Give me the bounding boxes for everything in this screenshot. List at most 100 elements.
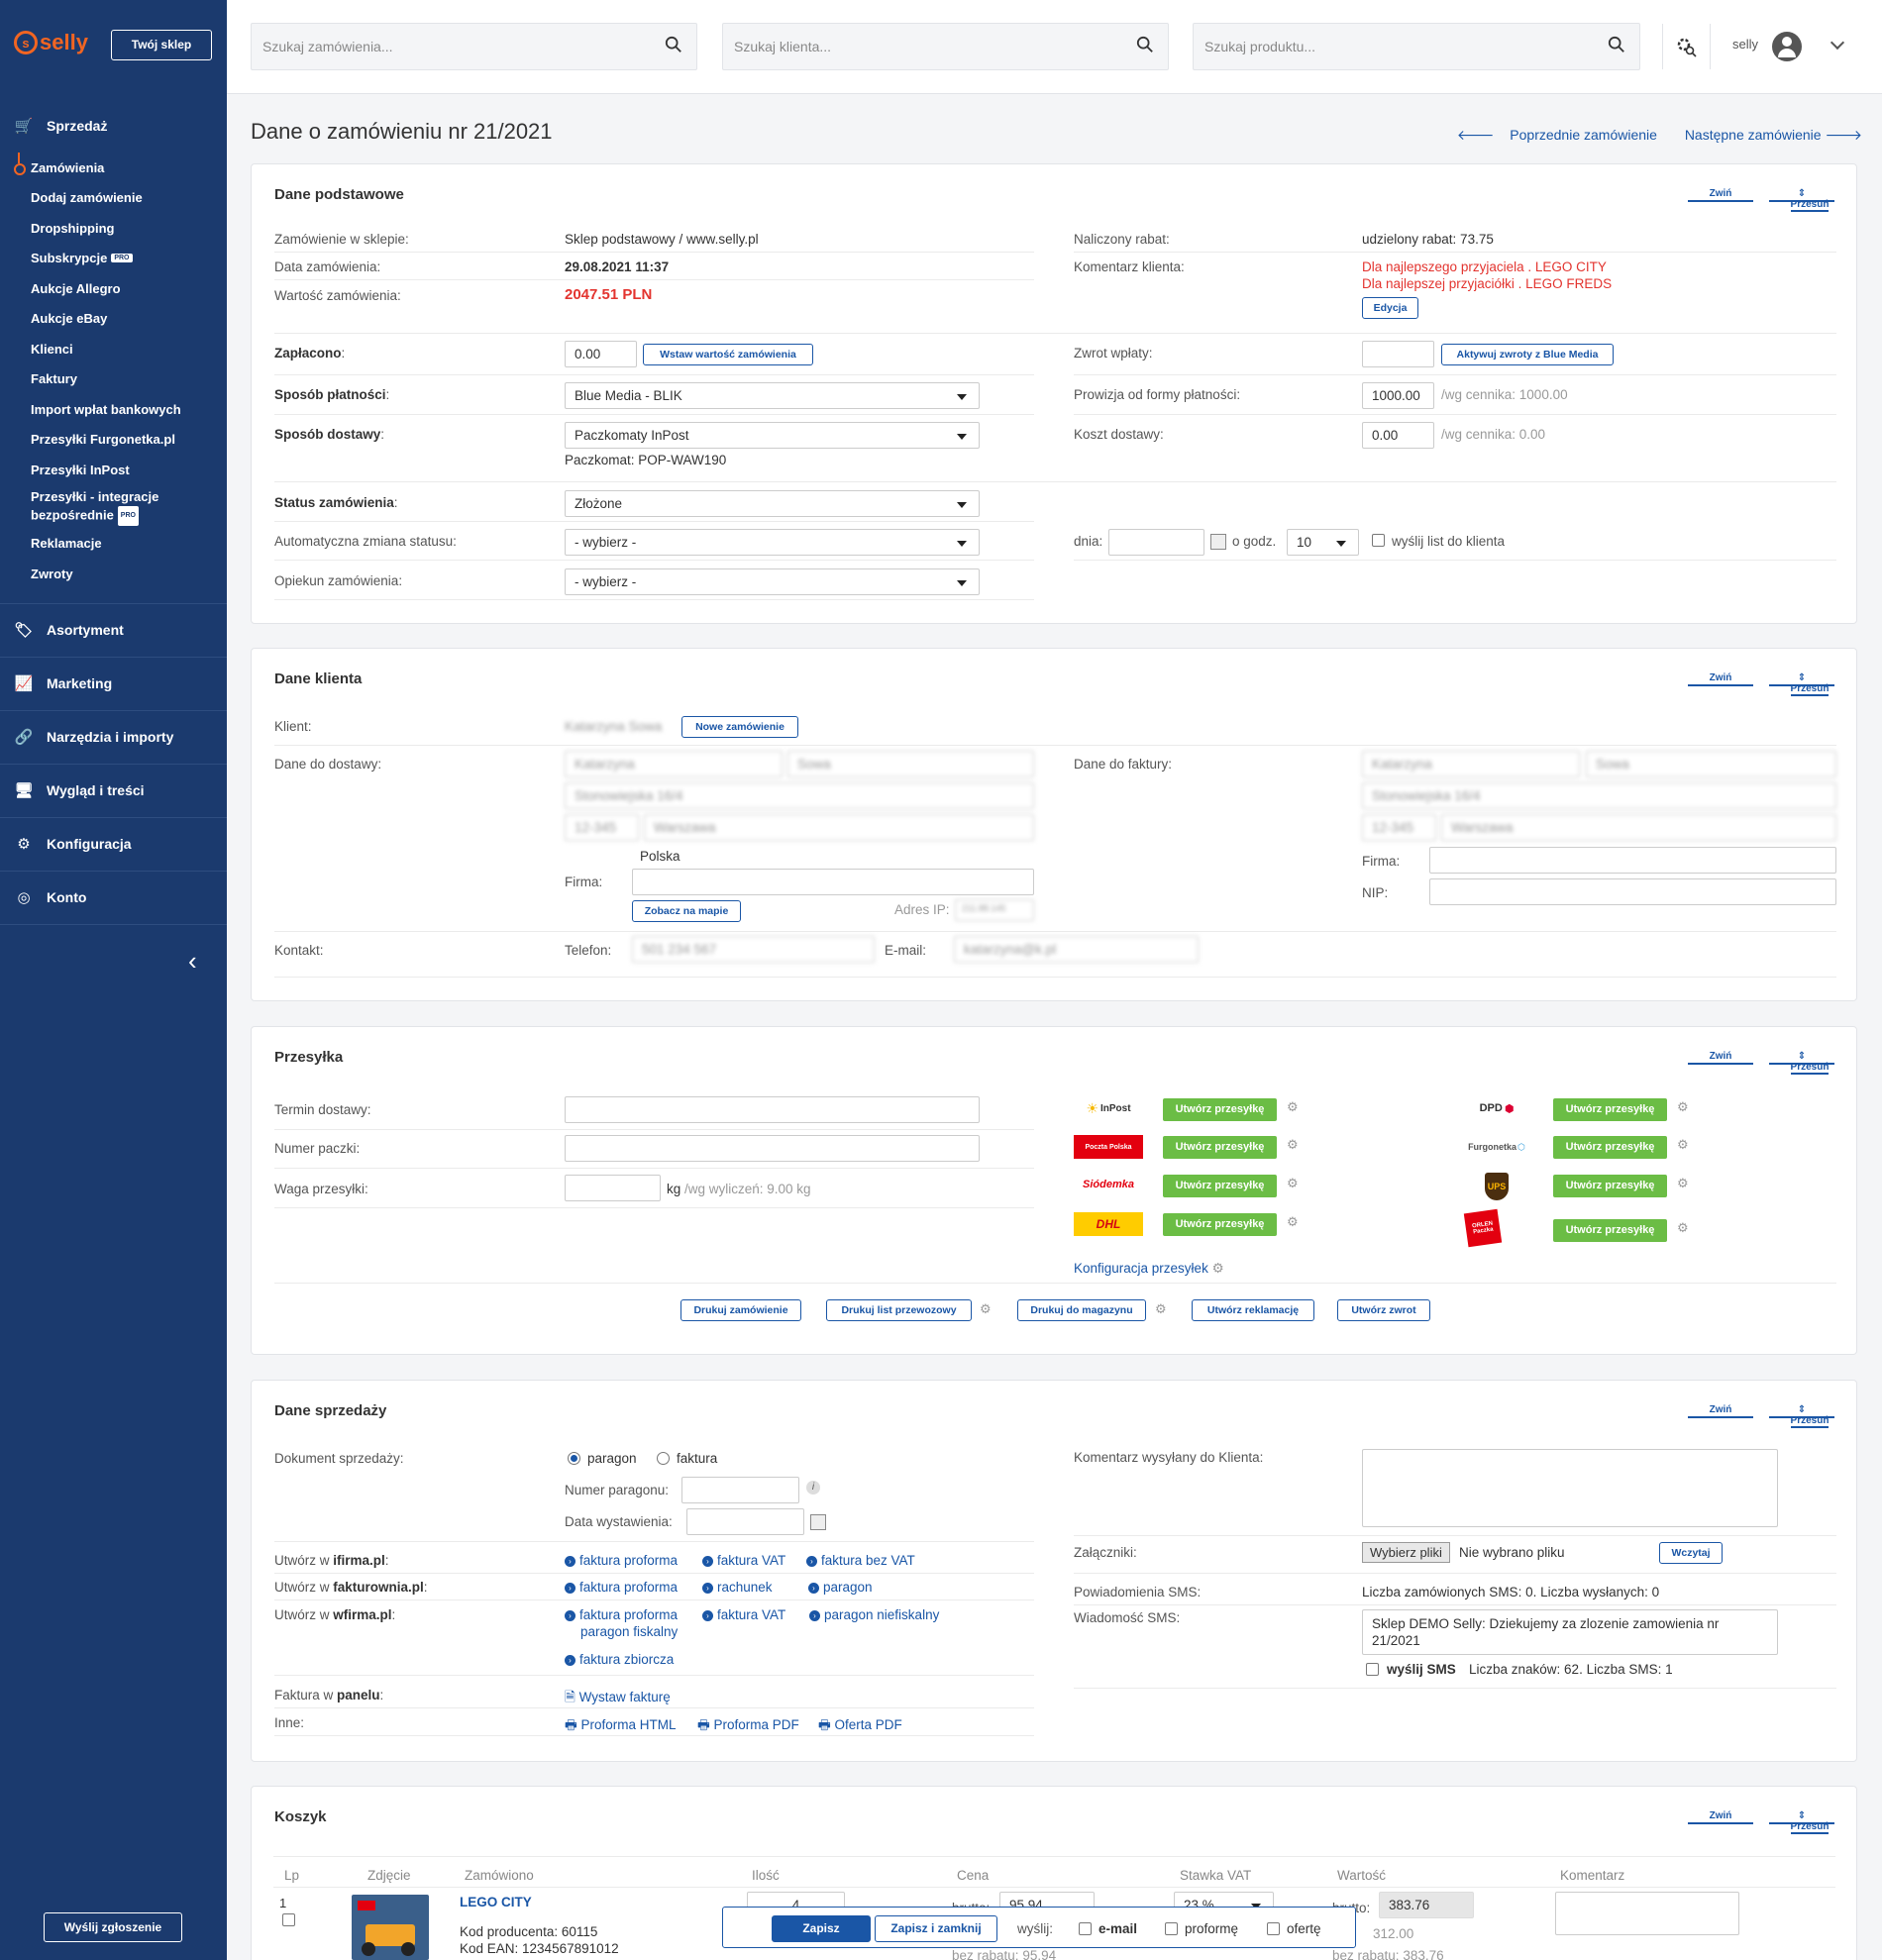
collapse-sidebar-icon[interactable]: ‹	[188, 946, 197, 976]
proforma-pdf-link[interactable]: 🖶 Proforma PDF	[697, 1717, 799, 1732]
send-offer-checkbox[interactable]	[1267, 1922, 1280, 1935]
collapse-button[interactable]: Zwiń	[1688, 671, 1753, 686]
search-icon[interactable]	[665, 36, 682, 53]
ifirma-novat-link[interactable]: › faktura bez VAT	[806, 1553, 915, 1568]
next-order-link[interactable]: Następne zamówienie 🡒	[1684, 127, 1862, 143]
day-input[interactable]	[1108, 529, 1204, 556]
parcel-number-input[interactable]	[565, 1135, 980, 1162]
nav-item-furgonetka[interactable]: Przesyłki Furgonetka.pl	[31, 432, 175, 448]
move-button[interactable]: ⇕ Przesuń	[1769, 1402, 1834, 1428]
issue-date-input[interactable]	[686, 1508, 804, 1535]
nav-item-inpost[interactable]: Przesyłki InPost	[31, 462, 130, 477]
gear-icon[interactable]: ⚙	[980, 1301, 992, 1316]
create-shipment-dpd[interactable]: Utwórz przesyłkę	[1553, 1098, 1667, 1121]
nav-item-allegro[interactable]: Aukcje Allegro	[31, 280, 121, 296]
issue-invoice-link[interactable]: 🗎 Wystaw fakturę	[565, 1690, 671, 1704]
send-email-checkbox[interactable]	[1079, 1922, 1092, 1935]
info-icon[interactable]: i	[806, 1481, 820, 1495]
search-client-input[interactable]: Szukaj klienta...	[722, 23, 1169, 70]
delivery-cost-input[interactable]: 0.00	[1362, 422, 1434, 449]
shipping-street[interactable]: Stonowiejska 16/4	[565, 782, 1034, 809]
collapse-button[interactable]: Zwiń	[1688, 1049, 1753, 1065]
gear-icon[interactable]: ⚙	[1287, 1176, 1299, 1190]
gear-icon[interactable]: ⚙	[1287, 1099, 1299, 1114]
new-order-button[interactable]: Nowe zamówienie	[681, 716, 798, 738]
move-button[interactable]: ⇕ Przesuń	[1769, 186, 1834, 212]
chevron-down-icon[interactable]	[1830, 35, 1845, 51]
commission-input[interactable]: 1000.00	[1362, 382, 1434, 409]
move-button[interactable]: ⇕ Przesuń	[1769, 1808, 1834, 1834]
move-button[interactable]: ⇕ Przesuń	[1769, 671, 1834, 696]
product-name-link[interactable]: LEGO CITY	[460, 1895, 532, 1909]
invoice-company[interactable]	[1429, 847, 1836, 874]
guardian-select[interactable]: - wybierz -	[565, 568, 980, 595]
choose-files-button[interactable]: Wybierz pliki	[1362, 1542, 1450, 1563]
gear-icon[interactable]: ⚙	[1677, 1176, 1689, 1190]
nav-item-invoices[interactable]: Faktury	[31, 371, 77, 387]
gear-icon[interactable]: ⚙	[1677, 1220, 1689, 1235]
nav-section-appearance[interactable]: 🖥 Wygląd i treści	[0, 765, 227, 818]
wfirma-vat-link[interactable]: › faktura VAT	[702, 1607, 785, 1622]
receipt-radio[interactable]	[568, 1452, 580, 1465]
print-warehouse-button[interactable]: Drukuj do magazynu	[1017, 1299, 1146, 1321]
refund-input[interactable]	[1362, 341, 1434, 367]
calendar-icon[interactable]	[810, 1514, 826, 1530]
ifirma-vat-link[interactable]: › faktura VAT	[702, 1553, 785, 1568]
nav-section-marketing[interactable]: 📈 Marketing	[0, 658, 227, 711]
email-input[interactable]: katarzyna@k.pl	[954, 936, 1199, 963]
receipt-number-input[interactable]	[681, 1477, 799, 1503]
avatar[interactable]	[1772, 32, 1802, 61]
collapse-button[interactable]: Zwiń	[1688, 1808, 1753, 1824]
shipping-city[interactable]: Warszawa	[644, 814, 1034, 841]
invoice-city[interactable]: Warszawa	[1441, 814, 1836, 841]
delivery-term-input[interactable]	[565, 1096, 980, 1123]
nav-item-orders[interactable]: Zamówienia	[0, 153, 227, 183]
activate-refunds-button[interactable]: Aktywuj zwroty z Blue Media	[1441, 344, 1614, 365]
nav-item-direct-integrations[interactable]: Przesyłki - integracje bezpośrednie PRO	[0, 485, 227, 529]
gear-icon[interactable]: ⚙	[1677, 1137, 1689, 1152]
nav-item-subscriptions[interactable]: Subskrypcje PRO	[0, 244, 227, 274]
paid-input[interactable]: 0.00	[565, 341, 637, 367]
ifirma-proforma-link[interactable]: › faktura proforma	[565, 1553, 678, 1568]
print-order-button[interactable]: Drukuj zamówienie	[680, 1299, 801, 1321]
hour-select[interactable]: 10	[1287, 529, 1359, 556]
collapse-button[interactable]: Zwiń	[1688, 186, 1753, 202]
create-shipment-inpost[interactable]: Utwórz przesyłkę	[1163, 1098, 1277, 1121]
print-waybill-button[interactable]: Drukuj list przewozowy	[826, 1299, 972, 1321]
insert-value-button[interactable]: Wstaw wartość zamówienia	[643, 344, 813, 365]
shipment-config-link[interactable]: Konfiguracja przesyłek ⚙	[1074, 1261, 1224, 1276]
gear-icon[interactable]: ⚙	[1677, 1099, 1689, 1114]
create-return-button[interactable]: Utwórz zwrot	[1337, 1299, 1430, 1321]
gear-icon[interactable]: ⚙	[1155, 1301, 1167, 1316]
create-complaint-button[interactable]: Utwórz reklamację	[1192, 1299, 1314, 1321]
nav-item-clients[interactable]: Klienci	[31, 341, 73, 357]
save-button[interactable]: Zapisz	[772, 1915, 871, 1942]
send-letter-checkbox[interactable]	[1372, 534, 1385, 547]
sms-message-textarea[interactable]: Sklep DEMO Selly: Dziekujemy za zlozenie…	[1362, 1609, 1778, 1655]
search-icon[interactable]	[1136, 36, 1154, 53]
nav-item-add-order[interactable]: Dodaj zamówienie	[31, 190, 143, 206]
search-orders-input[interactable]: Szukaj zamówienia...	[251, 23, 697, 70]
calendar-icon[interactable]	[1210, 534, 1226, 550]
nav-section-account[interactable]: ◎ Konto	[0, 872, 227, 925]
user-name[interactable]: selly	[1732, 37, 1759, 52]
your-shop-button[interactable]: Twój sklep	[111, 30, 212, 60]
create-shipment-dhl[interactable]: Utwórz przesyłkę	[1163, 1213, 1277, 1236]
wfirma-fiscal-link[interactable]: paragon fiskalny	[580, 1624, 679, 1639]
payment-select[interactable]: Blue Media - BLIK	[565, 382, 980, 409]
invoice-zip[interactable]: 12-345	[1362, 814, 1436, 841]
client-name[interactable]: Katarzyna Sowa	[565, 719, 663, 734]
settings-search-icon[interactable]	[1675, 36, 1697, 57]
invoice-street[interactable]: Stonowiejska 16/4	[1362, 782, 1836, 809]
save-close-button[interactable]: Zapisz i zamknij	[875, 1915, 997, 1942]
send-sms-checkbox[interactable]	[1366, 1663, 1379, 1676]
status-select[interactable]: Złożone	[565, 490, 980, 517]
row-comment-textarea[interactable]	[1555, 1892, 1739, 1935]
wfirma-collective-link[interactable]: › faktura zbiorcza	[565, 1652, 674, 1667]
nip-input[interactable]	[1429, 878, 1836, 905]
product-photo[interactable]	[352, 1895, 429, 1960]
nav-section-assortment[interactable]: 🏷 Asortyment	[0, 604, 227, 658]
client-comment-textarea[interactable]	[1362, 1449, 1778, 1527]
fakturownia-bill-link[interactable]: › rachunek	[702, 1580, 773, 1595]
nav-item-dropshipping[interactable]: Dropshipping	[31, 220, 115, 236]
